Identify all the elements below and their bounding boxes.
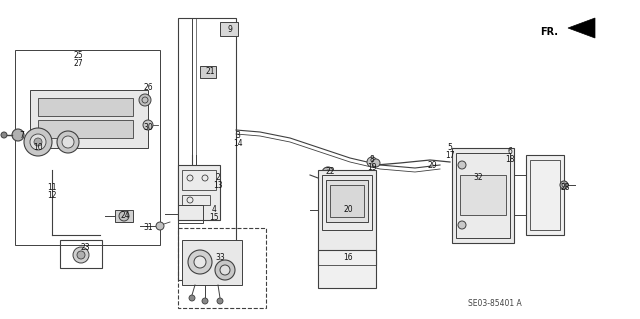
Bar [178,205,203,223]
Text: 26: 26 [143,84,153,93]
Text: 17: 17 [445,152,455,160]
Circle shape [560,181,568,189]
Text: 18: 18 [505,155,515,165]
Text: 20: 20 [343,205,353,214]
Text: 33: 33 [215,254,225,263]
Bar [30,90,148,148]
Bar [15,50,160,245]
Text: 31: 31 [143,224,153,233]
Bar [182,195,210,205]
Circle shape [322,167,334,179]
Text: 7: 7 [20,130,24,139]
Text: 16: 16 [343,254,353,263]
Bar [330,185,364,217]
Circle shape [202,298,208,304]
Bar [182,170,216,190]
Bar [220,22,238,36]
Circle shape [34,138,42,146]
Text: 15: 15 [209,213,219,222]
Bar [318,170,376,265]
Text: 19: 19 [367,164,377,173]
Text: 21: 21 [205,68,215,77]
Bar [178,228,266,308]
Text: 8: 8 [370,155,374,165]
Bar [456,153,510,238]
Bar [326,180,368,222]
Bar [38,120,133,138]
Text: 24: 24 [120,211,130,219]
Circle shape [73,247,89,263]
Text: FR.: FR. [540,27,558,37]
Circle shape [62,136,74,148]
Text: 23: 23 [80,243,90,253]
Circle shape [77,251,85,259]
Circle shape [57,131,79,153]
Circle shape [458,161,466,169]
Bar [60,240,102,268]
Circle shape [189,295,195,301]
Circle shape [458,221,466,229]
Text: 25: 25 [73,50,83,60]
Circle shape [194,256,206,268]
Text: 6: 6 [508,147,513,157]
Circle shape [30,134,46,150]
Bar [200,66,216,78]
Text: 4: 4 [212,205,216,214]
Circle shape [1,132,7,138]
Circle shape [188,250,212,274]
Text: 5: 5 [447,144,452,152]
Circle shape [367,157,377,167]
Text: 32: 32 [473,174,483,182]
Circle shape [12,129,24,141]
Circle shape [215,260,235,280]
Text: 27: 27 [73,58,83,68]
Text: 11: 11 [47,183,57,192]
Text: 30: 30 [143,123,153,132]
Bar [178,165,220,220]
Circle shape [143,120,153,130]
Circle shape [372,159,380,167]
Bar [178,18,236,280]
Bar [318,250,376,288]
Bar [530,160,560,230]
Text: 10: 10 [33,144,43,152]
Text: SE03-85401 A: SE03-85401 A [468,299,522,308]
Text: 9: 9 [228,26,232,34]
Text: 12: 12 [47,191,57,201]
Circle shape [220,265,230,275]
Bar [38,98,133,116]
Text: 29: 29 [427,160,437,169]
Text: 28: 28 [560,183,570,192]
Bar [182,240,242,285]
Bar [452,148,514,243]
Circle shape [119,211,129,221]
Bar [115,210,133,222]
Text: 13: 13 [213,182,223,190]
Circle shape [24,128,52,156]
Circle shape [156,222,164,230]
Polygon shape [568,18,595,38]
Text: 2: 2 [216,174,220,182]
Circle shape [217,298,223,304]
Bar [526,155,564,235]
Bar [460,175,506,215]
Text: 14: 14 [233,138,243,147]
Circle shape [139,94,151,106]
Bar [322,175,372,230]
Text: 3: 3 [236,130,241,139]
Text: 22: 22 [325,167,335,176]
